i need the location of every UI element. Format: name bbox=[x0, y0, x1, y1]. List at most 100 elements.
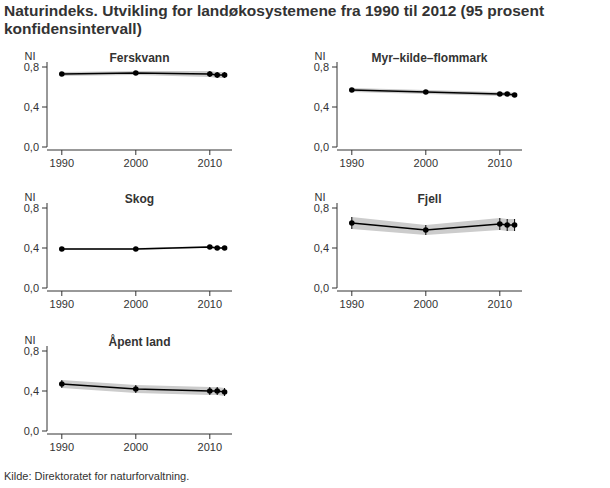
y-tick bbox=[42, 351, 47, 352]
point bbox=[222, 72, 228, 78]
point bbox=[512, 222, 518, 228]
panel-title: Skog bbox=[125, 192, 154, 206]
x-tick-label: 2000 bbox=[124, 157, 148, 169]
panel: Åpent landNI0,00,40,8199020002010 bbox=[24, 334, 232, 453]
point bbox=[214, 388, 220, 394]
line bbox=[62, 247, 225, 249]
x-tick-label: 2010 bbox=[198, 157, 222, 169]
y-tick-label: 0,8 bbox=[24, 61, 39, 73]
x-axis bbox=[47, 291, 232, 292]
x-tick-label: 1990 bbox=[50, 441, 74, 453]
y-tick bbox=[42, 248, 47, 249]
point bbox=[423, 89, 429, 95]
x-tick-label: 2000 bbox=[124, 441, 148, 453]
y-axis bbox=[337, 62, 338, 147]
x-tick bbox=[499, 291, 500, 296]
panel: FerskvannNI0,00,40,8199020002010 bbox=[24, 50, 232, 169]
panel: SkogNI0,00,40,8199020002010 bbox=[24, 191, 232, 310]
y-tick-label: 0,4 bbox=[24, 101, 39, 113]
x-tick-label: 2000 bbox=[124, 298, 148, 310]
y-tick-label: 0,8 bbox=[314, 202, 329, 214]
x-tick bbox=[135, 150, 136, 155]
x-tick bbox=[135, 434, 136, 439]
y-tick-label: 0,8 bbox=[314, 61, 329, 73]
point bbox=[133, 70, 139, 76]
y-tick bbox=[42, 391, 47, 392]
x-tick-label: 1990 bbox=[50, 157, 74, 169]
panel-title: Myr–kilde–flommark bbox=[371, 51, 487, 65]
y-tick bbox=[332, 208, 337, 209]
y-tick bbox=[332, 107, 337, 108]
data-group bbox=[59, 244, 227, 252]
x-axis bbox=[47, 150, 232, 151]
point bbox=[207, 71, 213, 77]
confidence-band bbox=[62, 246, 225, 250]
point bbox=[222, 245, 228, 251]
y-tick-label: 0,0 bbox=[24, 282, 39, 294]
x-tick-label: 1990 bbox=[340, 298, 364, 310]
panel-title: Åpent land bbox=[109, 334, 171, 349]
confidence-band bbox=[352, 217, 515, 235]
point bbox=[497, 221, 503, 227]
y-tick-label: 0,0 bbox=[24, 141, 39, 153]
point bbox=[133, 386, 139, 392]
line bbox=[352, 90, 515, 95]
x-axis bbox=[47, 434, 232, 435]
panel: Myr–kilde–flommarkNI0,00,40,819902000201… bbox=[314, 50, 522, 169]
point bbox=[133, 246, 139, 252]
point bbox=[512, 92, 518, 98]
confidence-band bbox=[352, 88, 515, 97]
y-tick-label: 0,4 bbox=[314, 242, 329, 254]
confidence-band bbox=[62, 71, 225, 78]
point bbox=[207, 388, 213, 394]
y-tick-label: 0,4 bbox=[24, 385, 39, 397]
point bbox=[222, 389, 228, 395]
x-tick-label: 2010 bbox=[488, 157, 512, 169]
point bbox=[59, 246, 65, 252]
x-axis bbox=[337, 150, 522, 151]
y-tick bbox=[42, 431, 47, 432]
x-tick-label: 2000 bbox=[414, 298, 438, 310]
data-group bbox=[349, 217, 517, 235]
x-tick bbox=[61, 150, 62, 155]
data-group bbox=[349, 87, 517, 98]
x-tick-label: 2010 bbox=[488, 298, 512, 310]
y-tick bbox=[42, 147, 47, 148]
y-tick-label: 0,8 bbox=[24, 202, 39, 214]
x-tick bbox=[425, 291, 426, 296]
x-tick bbox=[209, 291, 210, 296]
point bbox=[504, 222, 510, 228]
source: Kilde: Direktoratet for naturforvaltning… bbox=[4, 470, 189, 482]
y-tick-label: 0,4 bbox=[24, 242, 39, 254]
y-tick bbox=[42, 67, 47, 68]
x-axis bbox=[337, 291, 522, 292]
x-tick bbox=[499, 150, 500, 155]
y-axis bbox=[47, 203, 48, 288]
charts: FerskvannNI0,00,40,8199020002010Myr–kild… bbox=[0, 0, 610, 488]
y-tick bbox=[332, 248, 337, 249]
y-axis bbox=[47, 346, 48, 431]
point bbox=[349, 220, 355, 226]
line bbox=[62, 73, 225, 75]
y-tick bbox=[42, 107, 47, 108]
point bbox=[207, 244, 213, 250]
x-tick bbox=[209, 434, 210, 439]
x-tick-label: 2010 bbox=[198, 298, 222, 310]
y-tick-label: 0,8 bbox=[24, 345, 39, 357]
y-tick-label: 0,0 bbox=[24, 425, 39, 437]
x-tick-label: 2000 bbox=[414, 157, 438, 169]
x-tick-label: 2010 bbox=[198, 441, 222, 453]
point bbox=[497, 91, 503, 97]
x-tick-label: 1990 bbox=[50, 298, 74, 310]
y-tick-label: 0,0 bbox=[314, 141, 329, 153]
x-tick-label: 1990 bbox=[340, 157, 364, 169]
panel-title: Ferskvann bbox=[109, 51, 169, 65]
y-axis bbox=[47, 62, 48, 147]
x-tick bbox=[209, 150, 210, 155]
y-tick-label: 0,0 bbox=[314, 282, 329, 294]
line bbox=[62, 384, 225, 392]
data-group bbox=[59, 70, 227, 78]
point bbox=[214, 245, 220, 251]
panel-title: Fjell bbox=[417, 192, 441, 206]
x-tick bbox=[61, 434, 62, 439]
